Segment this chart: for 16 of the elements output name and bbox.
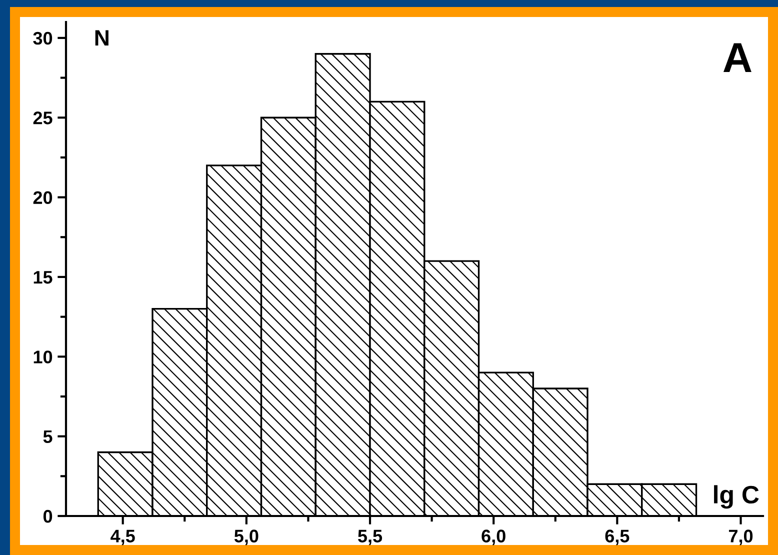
x-tick-label: 6,5 (605, 530, 630, 546)
x-tick-label: 7,0 (728, 530, 753, 546)
y-tick-label: 20 (33, 191, 52, 204)
y-tick-label: 25 (33, 112, 52, 124)
x-tick-label: 4,5 (110, 530, 135, 546)
y-tick-label: 30 (33, 32, 52, 45)
x-tick-label: 6,0 (482, 530, 506, 546)
x-tick-label: 5,5 (358, 530, 382, 546)
y-axis-title: N (95, 30, 108, 46)
y-tick-label: 10 (34, 350, 52, 364)
y-tick-label: 5 (43, 430, 52, 444)
annotation: A (723, 43, 752, 72)
y-tick-label: 15 (34, 271, 52, 284)
x-tick-label: 5,0 (234, 530, 258, 546)
y-tick-label: 0 (43, 510, 52, 523)
x-axis-title: lg C (714, 485, 759, 509)
